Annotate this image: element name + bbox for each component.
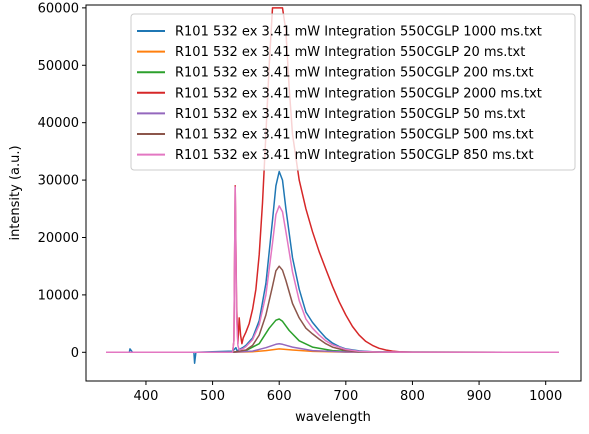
series-line-2: [106, 318, 560, 354]
legend-label: R101 532 ex 3.41 mW Integration 550CGLP …: [175, 148, 534, 163]
y-tick-label: 40000: [38, 116, 79, 131]
x-tick-label: 500: [200, 389, 225, 404]
x-tick-label: 1000: [529, 389, 562, 404]
y-axis-ticks: 0 10000 20000 30000 40000 50000 60000: [38, 1, 86, 361]
series-line-3: [106, 7, 559, 354]
y-tick-label: 50000: [38, 59, 79, 74]
legend-box: [130, 13, 576, 171]
y-tick-label: 10000: [38, 288, 79, 303]
legend-label: R101 532 ex 3.41 mW Integration 550CGLP …: [175, 25, 542, 40]
legend-label: R101 532 ex 3.41 mW Integration 550CGLP …: [175, 107, 525, 122]
legend-label: R101 532 ex 3.41 mW Integration 550CGLP …: [175, 45, 525, 60]
legend-items: R101 532 ex 3.41 mW Integration 550CGLP …: [137, 25, 542, 163]
x-tick-label: 400: [134, 389, 159, 404]
y-tick-label: 20000: [38, 231, 79, 246]
legend: R101 532 ex 3.41 mW Integration 550CGLP …: [130, 13, 576, 171]
x-tick-label: 900: [467, 389, 492, 404]
x-axis-ticks: 400 500 600 700 800 900 1000: [134, 381, 562, 404]
x-tick-label: 800: [400, 389, 425, 404]
series-line-6: [106, 186, 560, 354]
legend-label: R101 532 ex 3.41 mW Integration 550CGLP …: [175, 128, 534, 143]
y-tick-label: 0: [71, 346, 79, 361]
legend-label: R101 532 ex 3.41 mW Integration 550CGLP …: [175, 86, 542, 101]
legend-label: R101 532 ex 3.41 mW Integration 550CGLP …: [175, 66, 534, 81]
y-tick-label: 30000: [38, 174, 79, 189]
series-line-4: [106, 342, 560, 354]
x-axis-label: wavelength: [295, 410, 371, 425]
y-axis-label: intensity (a.u.): [8, 145, 23, 240]
series-line-5: [106, 265, 560, 354]
plot-area: [85, 4, 582, 382]
series-layer: [106, 7, 560, 364]
x-tick-label: 700: [333, 389, 358, 404]
x-tick-label: 600: [267, 389, 292, 404]
y-tick-label: 60000: [38, 1, 79, 16]
axes-frame: [85, 4, 582, 382]
